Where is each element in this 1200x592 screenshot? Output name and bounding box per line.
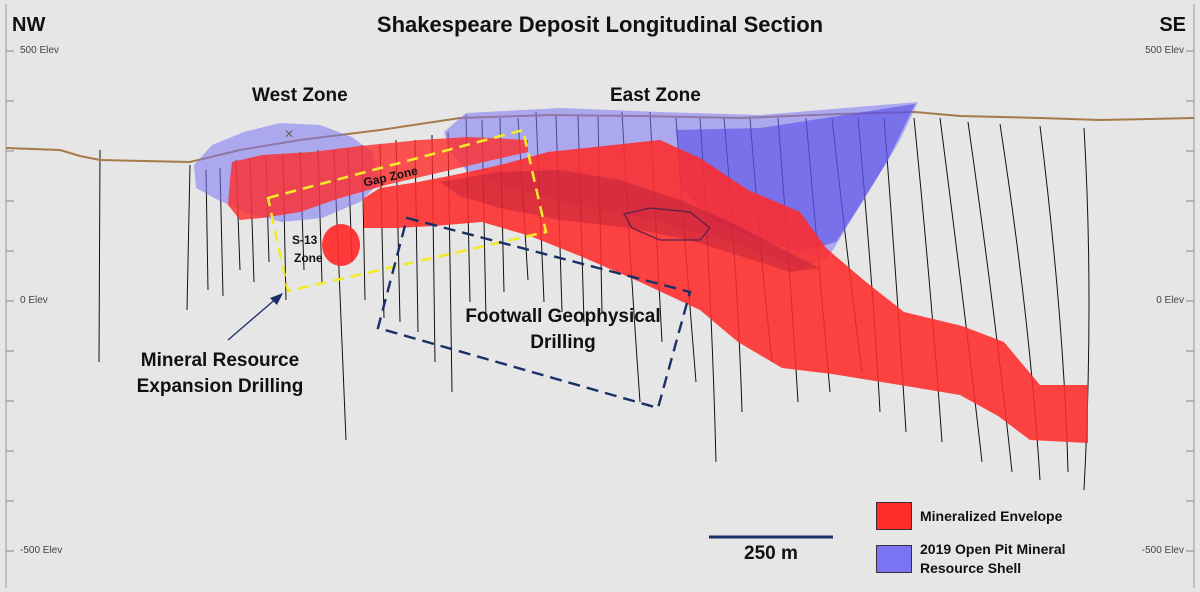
elev-label-top-left: 500 Elev bbox=[20, 45, 59, 56]
direction-nw: NW bbox=[12, 14, 46, 36]
left-ticks bbox=[6, 50, 14, 552]
footwall-line2: Drilling bbox=[530, 332, 596, 353]
mineralized-envelope-west bbox=[228, 137, 528, 220]
s13-zone-body bbox=[322, 224, 360, 266]
footwall-drilling-box bbox=[376, 216, 692, 410]
s13-zone-label-line2: Zone bbox=[294, 251, 323, 265]
direction-se: SE bbox=[1159, 14, 1186, 36]
legend-swatch-mineralized bbox=[876, 502, 912, 530]
elev-label-middle-left: 0 Elev bbox=[20, 295, 48, 306]
mineralized-envelope-main bbox=[364, 140, 1088, 443]
right-ticks bbox=[1186, 50, 1194, 552]
elev-label-bottom-left: -500 Elev bbox=[20, 545, 63, 556]
elev-label-top-right: 500 Elev bbox=[1145, 45, 1184, 56]
page-title: Shakespeare Deposit Longitudinal Section bbox=[376, 12, 824, 37]
s13-zone-label-line1: S-13 bbox=[292, 233, 318, 247]
legend-swatch-pit-shell bbox=[876, 545, 912, 573]
pod-outline bbox=[623, 207, 711, 241]
resource-expansion-box bbox=[266, 128, 548, 293]
resource-expansion-line2: Expansion Drilling bbox=[136, 376, 304, 397]
callout-arrow-head bbox=[270, 293, 283, 305]
legend-label-pit-shell-line2: Resource Shell bbox=[920, 560, 1022, 576]
resource-expansion-line1: Mineral Resource bbox=[140, 350, 300, 371]
west-zone-label: West Zone bbox=[252, 85, 348, 106]
resource-expansion-callout: Mineral Resource Expansion Drilling bbox=[120, 348, 320, 400]
legend-label-mineralized: Mineralized Envelope bbox=[920, 508, 1063, 524]
pit-center-mark: ✕ bbox=[284, 127, 294, 141]
footwall-callout: Footwall Geophysical Drilling bbox=[448, 304, 678, 356]
mineralized-inner-shade bbox=[440, 170, 820, 272]
legend-label-pit-shell-line1: 2019 Open Pit Mineral bbox=[920, 541, 1066, 557]
footwall-line1: Footwall Geophysical bbox=[465, 306, 661, 327]
scale-bar-label: 250 m bbox=[744, 543, 798, 564]
elev-label-middle-right: 0 Elev bbox=[1156, 295, 1184, 306]
callout-arrow-line bbox=[227, 296, 279, 341]
elev-label-bottom-right: -500 Elev bbox=[1141, 545, 1184, 556]
east-zone-label: East Zone bbox=[610, 85, 701, 106]
